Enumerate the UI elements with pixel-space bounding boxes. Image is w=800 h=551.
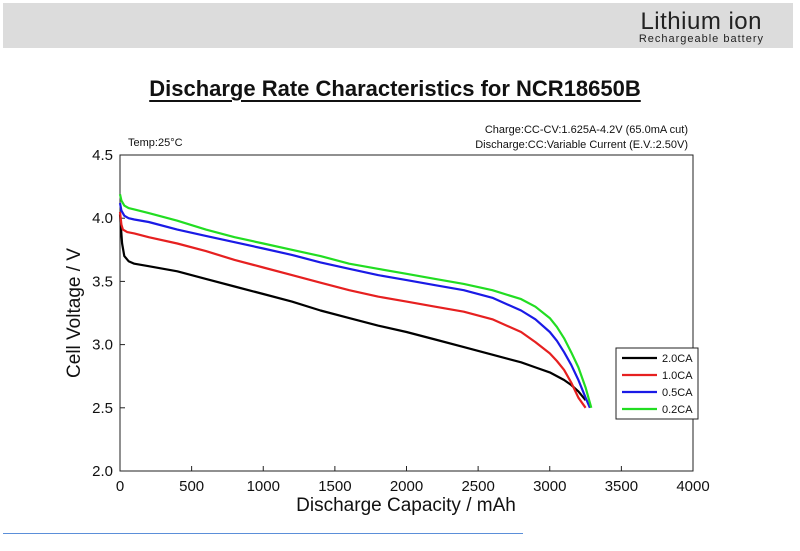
y-tick-label: 2.0 [92, 463, 113, 480]
x-tick-label: 1500 [318, 478, 351, 495]
x-axis-label: Discharge Capacity / mAh [296, 495, 516, 516]
y-tick-label: 2.5 [92, 400, 113, 417]
series-line-0.2CA [118, 193, 593, 409]
x-tick-label: 4000 [676, 478, 709, 495]
legend-label: 0.2CA [662, 404, 693, 416]
x-tick-label: 2500 [461, 478, 494, 495]
plot-frame [119, 154, 694, 472]
series-line-0.5CA [118, 202, 591, 409]
y-tick-label: 3.0 [92, 337, 113, 354]
header-band [3, 3, 793, 48]
y-tick-label: 4.0 [92, 210, 113, 227]
chart-title: Discharge Rate Characteristics for NCR18… [149, 76, 641, 101]
legend-label: 0.5CA [662, 387, 693, 399]
series-line-1.0CA [118, 211, 587, 409]
x-tick-label: 1000 [247, 478, 280, 495]
legend-label: 1.0CA [662, 370, 693, 382]
x-tick-label: 3000 [533, 478, 566, 495]
legend-box [615, 347, 699, 420]
temp-annotation: Temp:25°C [128, 137, 183, 149]
y-axis-label: Cell Voltage / V [64, 248, 85, 378]
discharge-annotation: Discharge:CC:Variable Current (E.V.:2.50… [475, 139, 688, 151]
y-tick-label: 3.5 [92, 273, 113, 290]
x-tick-label: 0 [116, 478, 124, 495]
charge-annotation: Charge:CC-CV:1.625A-4.2V (65.0mA cut) [485, 124, 688, 136]
y-tick-label: 4.5 [92, 147, 113, 164]
brand-subtitle: Rechargeable battery [638, 33, 764, 45]
bottom-rule [3, 533, 523, 534]
legend-label: 2.0CA [662, 353, 693, 365]
legend: 2.0CA 1.0CA 0.5CA 0.2CA [615, 347, 699, 420]
x-tick-label: 500 [179, 478, 204, 495]
x-tick-label: 2000 [390, 478, 423, 495]
x-tick-label: 3500 [605, 478, 638, 495]
brand-title: Lithium ion [640, 8, 762, 35]
series-line-2.0CA [118, 214, 587, 401]
